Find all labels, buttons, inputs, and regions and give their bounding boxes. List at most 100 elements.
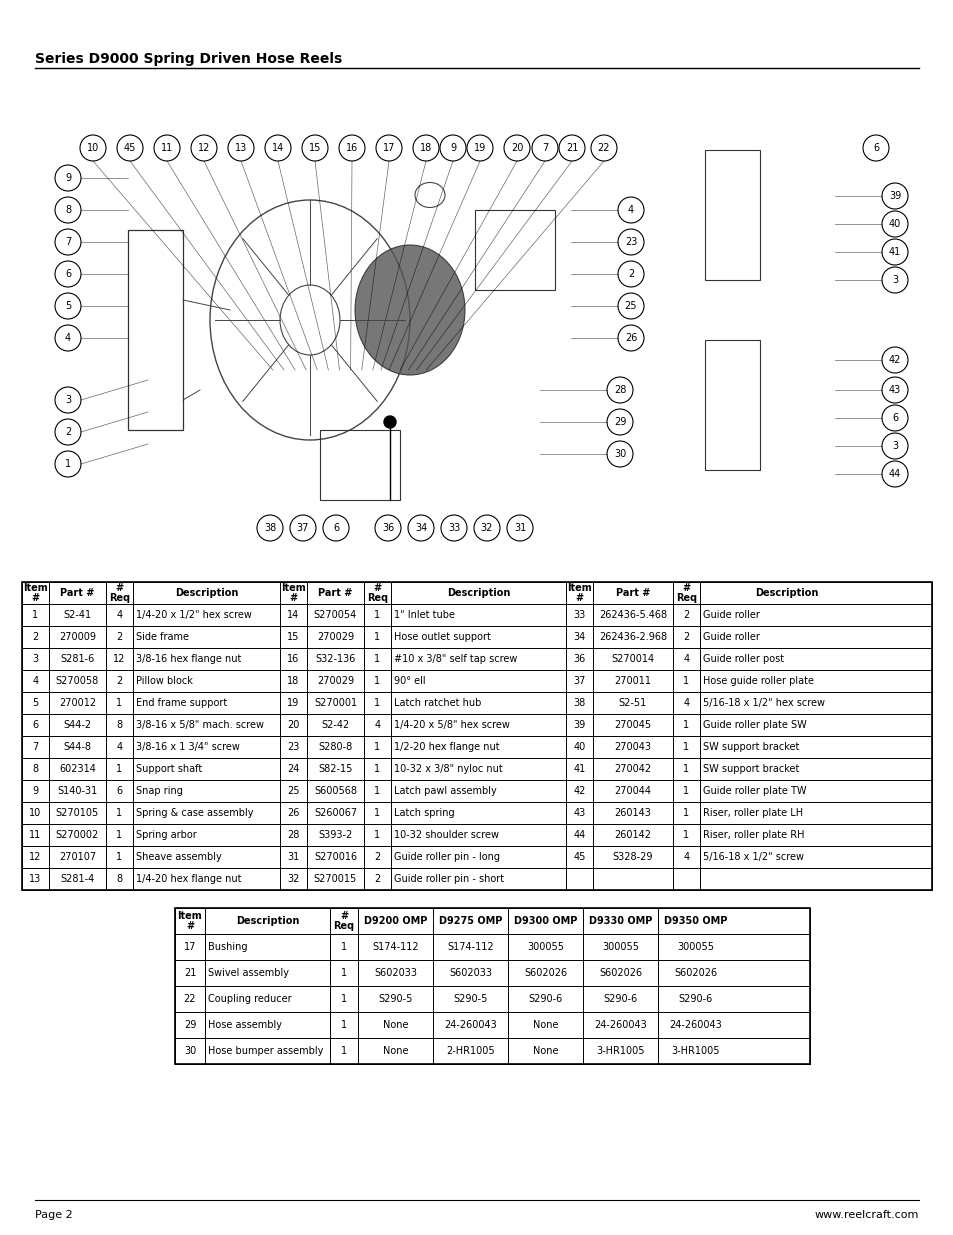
Text: Item
#: Item # — [566, 583, 591, 604]
Text: Support shaft: Support shaft — [136, 764, 202, 774]
Text: 1: 1 — [374, 632, 380, 642]
Text: S602026: S602026 — [523, 968, 566, 978]
Text: 1: 1 — [116, 808, 122, 818]
Text: 6: 6 — [65, 269, 71, 279]
Text: 15: 15 — [309, 143, 321, 153]
Text: 43: 43 — [573, 808, 585, 818]
Text: 15: 15 — [287, 632, 299, 642]
Text: 1: 1 — [682, 785, 689, 797]
Text: 1: 1 — [116, 764, 122, 774]
Text: 10-32 x 3/8" nyloc nut: 10-32 x 3/8" nyloc nut — [394, 764, 502, 774]
Text: #
Req: # Req — [676, 583, 697, 604]
Text: 1: 1 — [340, 942, 347, 952]
Text: 31: 31 — [287, 852, 299, 862]
Text: 10: 10 — [87, 143, 99, 153]
Text: Latch pawl assembly: Latch pawl assembly — [394, 785, 497, 797]
Text: 270029: 270029 — [316, 632, 354, 642]
Text: S174-112: S174-112 — [447, 942, 494, 952]
Text: 20: 20 — [510, 143, 522, 153]
Text: 1: 1 — [682, 830, 689, 840]
Text: 6: 6 — [32, 720, 38, 730]
Text: None: None — [382, 1046, 408, 1056]
Text: 8: 8 — [65, 205, 71, 215]
Text: S270058: S270058 — [56, 676, 99, 685]
Text: 10-32 shoulder screw: 10-32 shoulder screw — [394, 830, 498, 840]
Text: Description: Description — [174, 588, 238, 598]
Text: 9: 9 — [32, 785, 38, 797]
Text: S290-6: S290-6 — [602, 994, 637, 1004]
Text: 3/8-16 x 1 3/4" screw: 3/8-16 x 1 3/4" screw — [136, 742, 239, 752]
Text: 13: 13 — [234, 143, 247, 153]
Text: SW support bracket: SW support bracket — [702, 742, 799, 752]
Text: 1: 1 — [682, 808, 689, 818]
Text: 45: 45 — [573, 852, 585, 862]
Text: 4: 4 — [32, 676, 38, 685]
Bar — [704, 149, 760, 280]
Text: 17: 17 — [184, 942, 196, 952]
Text: Latch ratchet hub: Latch ratchet hub — [394, 698, 481, 708]
Text: 1: 1 — [116, 830, 122, 840]
Text: 1: 1 — [374, 742, 380, 752]
Text: Item
#: Item # — [177, 910, 202, 931]
Text: 44: 44 — [888, 469, 901, 479]
Text: 42: 42 — [573, 785, 585, 797]
Text: 25: 25 — [287, 785, 299, 797]
Text: 6: 6 — [872, 143, 878, 153]
Text: 16: 16 — [346, 143, 357, 153]
Text: 30: 30 — [613, 450, 625, 459]
Text: 270009: 270009 — [59, 632, 96, 642]
Text: 13: 13 — [30, 874, 42, 884]
Text: 300055: 300055 — [677, 942, 713, 952]
Text: Guide roller pin - long: Guide roller pin - long — [394, 852, 499, 862]
Text: 14: 14 — [272, 143, 284, 153]
Text: Guide roller: Guide roller — [702, 610, 760, 620]
Text: Latch spring: Latch spring — [394, 808, 455, 818]
Text: 2: 2 — [682, 610, 689, 620]
Text: 262436-5.468: 262436-5.468 — [598, 610, 666, 620]
Text: 26: 26 — [624, 333, 637, 343]
Text: S2-51: S2-51 — [618, 698, 646, 708]
Text: 1: 1 — [682, 742, 689, 752]
Text: 42: 42 — [888, 354, 901, 366]
Text: Swivel assembly: Swivel assembly — [208, 968, 289, 978]
Text: S393-2: S393-2 — [318, 830, 353, 840]
Text: 4: 4 — [627, 205, 634, 215]
Text: 1: 1 — [116, 852, 122, 862]
Text: D9275 OMP: D9275 OMP — [438, 916, 501, 926]
Text: 2: 2 — [65, 427, 71, 437]
Text: 8: 8 — [116, 720, 122, 730]
Text: 38: 38 — [264, 522, 275, 534]
Text: S270001: S270001 — [314, 698, 356, 708]
Text: 28: 28 — [287, 830, 299, 840]
Text: 12: 12 — [30, 852, 42, 862]
Text: 5: 5 — [32, 698, 38, 708]
Text: 2: 2 — [682, 632, 689, 642]
Text: S270105: S270105 — [56, 808, 99, 818]
Text: 4: 4 — [682, 698, 689, 708]
Text: S270054: S270054 — [314, 610, 356, 620]
Text: 270043: 270043 — [614, 742, 651, 752]
Text: 24: 24 — [287, 764, 299, 774]
Text: 3: 3 — [891, 441, 897, 451]
Text: 1/4-20 hex flange nut: 1/4-20 hex flange nut — [136, 874, 241, 884]
Text: 37: 37 — [573, 676, 585, 685]
Text: Spring arbor: Spring arbor — [136, 830, 196, 840]
Text: Pillow block: Pillow block — [136, 676, 193, 685]
Text: S270014: S270014 — [611, 655, 654, 664]
Text: 1: 1 — [374, 808, 380, 818]
Text: 29: 29 — [184, 1020, 196, 1030]
Text: Part #: Part # — [616, 588, 650, 598]
Text: 270107: 270107 — [59, 852, 96, 862]
Text: 602314: 602314 — [59, 764, 96, 774]
Text: 26: 26 — [287, 808, 299, 818]
Text: D9350 OMP: D9350 OMP — [663, 916, 726, 926]
Text: S44-2: S44-2 — [63, 720, 91, 730]
Text: 22: 22 — [184, 994, 196, 1004]
Text: 1: 1 — [374, 830, 380, 840]
Text: S281-6: S281-6 — [60, 655, 94, 664]
Text: 11: 11 — [161, 143, 172, 153]
Text: 270042: 270042 — [614, 764, 651, 774]
Text: 16: 16 — [287, 655, 299, 664]
Text: 28: 28 — [613, 385, 625, 395]
Text: 5: 5 — [65, 301, 71, 311]
